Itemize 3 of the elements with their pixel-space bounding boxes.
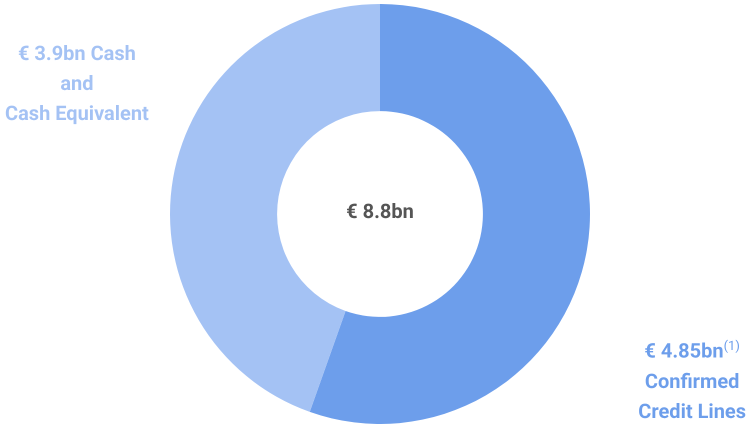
text: € 8.8bn (345, 199, 415, 223)
slice-label: € 3.9bn Cash and Cash Equivalent (5, 40, 149, 127)
slice-label: € 4.85bn$^{(1)}$ Confirmed Credit Lines (638, 338, 746, 425)
